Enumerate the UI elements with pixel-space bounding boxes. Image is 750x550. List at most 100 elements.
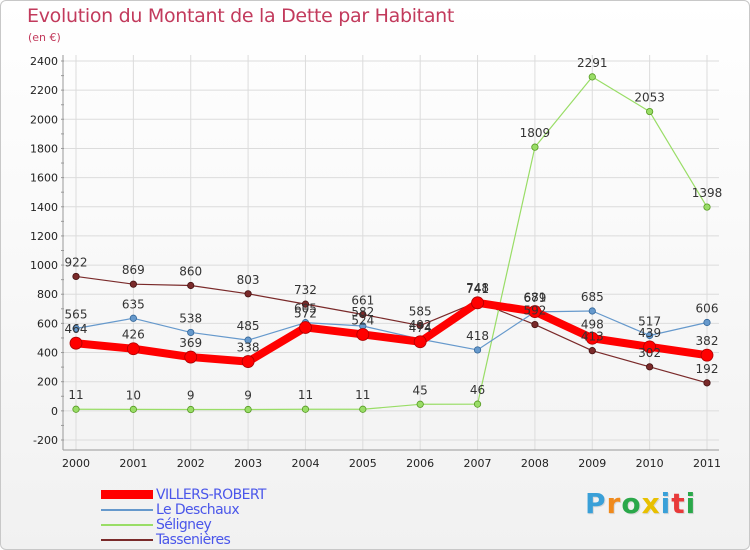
data-label: 732	[294, 283, 317, 297]
data-label: 46	[470, 383, 485, 397]
y-tick-label: 2200	[30, 84, 58, 97]
data-point-seligney	[416, 400, 424, 408]
data-point-tassenieres	[359, 310, 367, 319]
data-point-tassenieres	[72, 272, 80, 281]
legend-label: Séligney	[156, 516, 212, 533]
data-point-le-deschaux	[244, 336, 252, 344]
data-point-tassenieres	[588, 347, 596, 355]
y-tick-label: 200	[37, 376, 58, 389]
x-tick-label: 2009	[578, 457, 606, 470]
y-tick-label: 2400	[30, 55, 58, 68]
data-point-villers-robert	[184, 350, 198, 364]
data-point-villers-robert	[69, 336, 83, 350]
legend-item-villers-robert[interactable]: VILLERS-ROBERT	[101, 487, 266, 503]
y-tick-label: 2000	[30, 113, 58, 126]
data-point-le-deschaux	[703, 318, 711, 327]
data-label: 685	[581, 290, 604, 304]
data-label: 9	[187, 389, 195, 403]
data-point-villers-robert	[700, 348, 714, 362]
data-label: 302	[638, 346, 661, 360]
chart-title: Evolution du Montant de la Dette par Hab…	[27, 5, 455, 27]
data-label: 741	[466, 282, 489, 296]
legend-item-le-deschaux[interactable]: Le Deschaux	[101, 501, 266, 518]
data-point-tassenieres	[703, 379, 711, 387]
data-label: 382	[696, 334, 719, 348]
data-label: 517	[638, 314, 661, 328]
data-label: 661	[351, 293, 374, 307]
y-tick-label: 1000	[30, 259, 58, 272]
data-point-le-deschaux	[129, 314, 137, 322]
x-tick-label: 2006	[406, 457, 434, 470]
data-point-seligney	[646, 107, 654, 116]
x-tick-label: 2001	[119, 457, 147, 470]
data-point-seligney	[187, 405, 195, 414]
data-label: 524	[351, 313, 374, 327]
data-point-villers-robert	[528, 305, 542, 318]
data-label: 11	[355, 388, 370, 402]
data-point-seligney	[244, 405, 252, 414]
legend-swatch	[101, 508, 153, 511]
data-point-seligney	[72, 405, 80, 413]
data-point-villers-robert	[299, 321, 312, 334]
data-point-le-deschaux	[473, 346, 482, 354]
data-label: 1809	[520, 126, 551, 140]
data-point-villers-robert	[413, 335, 427, 349]
legend-swatch	[101, 538, 153, 541]
data-label: 592	[523, 304, 546, 318]
y-tick-label: 1600	[30, 172, 58, 185]
data-label: 748	[466, 281, 489, 295]
x-tick-label: 2007	[464, 457, 492, 470]
y-tick-label: 800	[37, 288, 58, 301]
data-label: 606	[696, 302, 719, 316]
data-label: 413	[581, 330, 604, 344]
y-tick-label: 600	[37, 317, 58, 330]
data-point-villers-robert	[471, 296, 484, 310]
series-lines	[69, 73, 714, 414]
data-label: 11	[298, 388, 313, 402]
data-point-tassenieres	[531, 320, 539, 329]
proxiti-logo: Proxiti	[585, 487, 696, 520]
x-tick-label: 2002	[177, 457, 205, 470]
series-line-tassenieres	[75, 275, 708, 384]
legend-swatch	[101, 490, 153, 499]
data-label: 10	[126, 388, 141, 402]
data-point-le-deschaux	[588, 307, 596, 315]
y-tick-label: 400	[37, 347, 58, 360]
y-tick-label: 0	[51, 405, 58, 418]
data-label: 585	[409, 305, 432, 319]
data-point-seligney	[473, 400, 482, 408]
data-label: 439	[638, 326, 661, 340]
data-label: 922	[65, 255, 88, 269]
data-point-tassenieres	[187, 281, 195, 290]
data-point-tassenieres	[244, 290, 252, 298]
data-label: 803	[237, 273, 260, 287]
data-label: 565	[65, 307, 88, 321]
data-label: 572	[294, 306, 317, 320]
data-label: 605	[294, 302, 317, 316]
x-tick-label: 2005	[349, 457, 377, 470]
data-label: 869	[122, 263, 145, 277]
data-point-seligney	[531, 143, 539, 151]
data-label: 11	[68, 388, 83, 402]
legend-item-seligney[interactable]: Séligney	[101, 516, 266, 533]
legend-item-tassenieres[interactable]: Tassenières	[101, 531, 266, 548]
data-point-seligney	[129, 405, 137, 413]
data-label: 485	[237, 319, 260, 333]
data-label: 369	[179, 336, 202, 350]
axes	[61, 55, 719, 451]
legend-label: Le Deschaux	[156, 501, 240, 518]
data-point-le-deschaux	[187, 328, 195, 337]
data-point-seligney	[703, 203, 711, 211]
y-tick-label: -200	[33, 434, 58, 447]
data-label: 418	[466, 329, 489, 343]
logo-letter: i	[660, 487, 672, 520]
logo-letter: r	[606, 487, 622, 520]
legend: VILLERS-ROBERT Le Deschaux Séligney Tass…	[101, 487, 266, 548]
x-tick-label: 2008	[521, 457, 549, 470]
series-line-villers-robert	[72, 298, 711, 366]
legend-label: Tassenières	[156, 531, 231, 548]
data-label: 582	[351, 305, 374, 319]
data-point-seligney	[588, 73, 596, 81]
